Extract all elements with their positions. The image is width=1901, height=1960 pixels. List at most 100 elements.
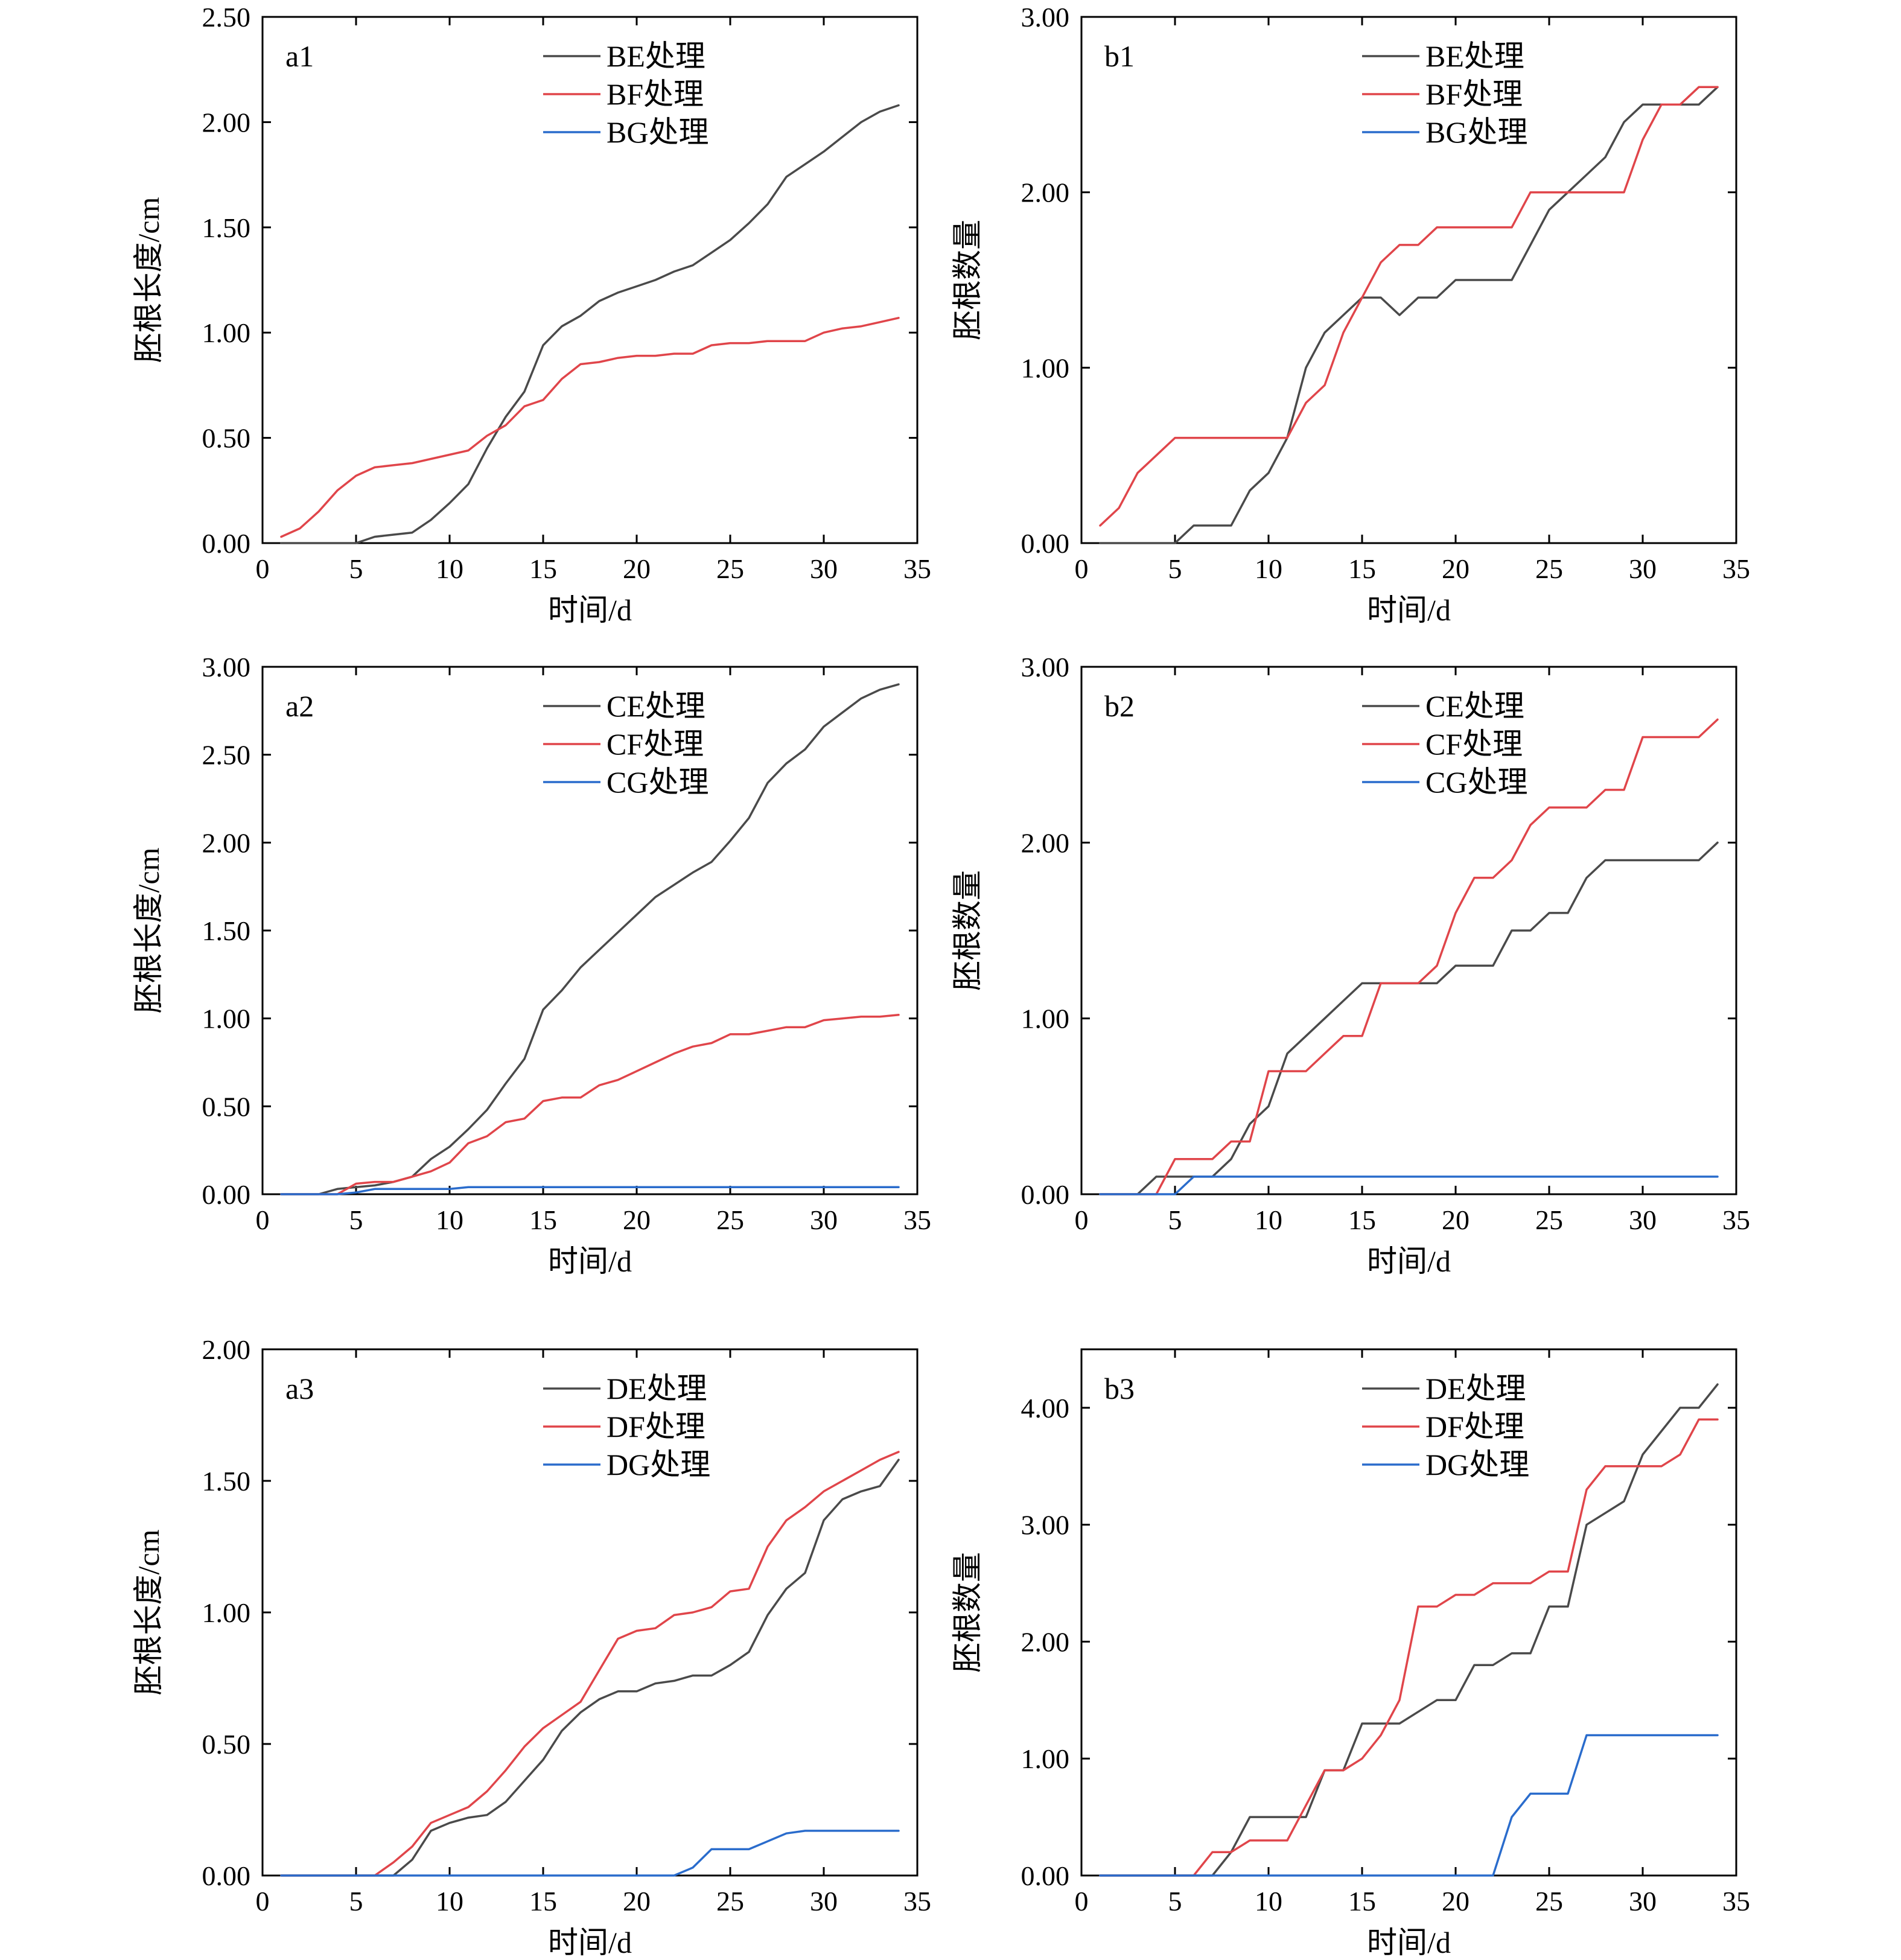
y-axis-title: 胚根长度/cm bbox=[132, 1529, 165, 1695]
x-axis-title: 时间/d bbox=[1367, 1926, 1451, 1959]
x-tick-label: 20 bbox=[623, 1204, 651, 1235]
chart-panel-b3: 0 5 10 15 20 25 30 35 0.00 1.00 2.00 3.00 4.00 时间/d 胚根… bbox=[950, 1348, 1750, 1959]
y-tick-label: 0.00 bbox=[202, 1179, 251, 1210]
x-tick-label: 0 bbox=[1075, 1204, 1089, 1235]
x-tick-label: 15 bbox=[529, 553, 557, 584]
x-tick-label: 35 bbox=[1722, 553, 1750, 584]
y-axis-title: 胚根数量 bbox=[950, 1552, 984, 1673]
x-tick-label: 15 bbox=[1348, 1886, 1376, 1917]
y-axis-title: 胚根数量 bbox=[950, 220, 984, 340]
legend-label: BF处理 bbox=[1425, 77, 1523, 111]
series-line-b2-2 bbox=[1099, 1176, 1719, 1195]
legend-label: BG处理 bbox=[1425, 115, 1527, 149]
legend-label: CE处理 bbox=[1425, 689, 1524, 723]
x-tick-label: 10 bbox=[436, 1886, 463, 1917]
x-tick-label: 30 bbox=[810, 1204, 838, 1235]
series-line-b3-2 bbox=[1099, 1734, 1719, 1877]
y-tick-label: 2.00 bbox=[202, 827, 251, 858]
plot-frame bbox=[1080, 1348, 1737, 1877]
x-tick-label: 20 bbox=[1442, 553, 1470, 584]
x-tick-label: 0 bbox=[1075, 553, 1089, 584]
x-axis-title: 时间/d bbox=[1367, 593, 1451, 627]
y-tick-label: 0.50 bbox=[202, 1091, 251, 1122]
panel-label: b3 bbox=[1104, 1372, 1135, 1405]
legend-label: DG处理 bbox=[607, 1448, 710, 1481]
x-tick-label: 10 bbox=[1255, 1204, 1282, 1235]
x-tick-label: 35 bbox=[903, 1204, 931, 1235]
y-tick-label: 0.00 bbox=[202, 1860, 251, 1891]
x-tick-label: 25 bbox=[1535, 1204, 1563, 1235]
x-tick-label: 15 bbox=[1348, 553, 1376, 584]
x-tick-label: 35 bbox=[903, 1886, 931, 1917]
x-axis-title: 时间/d bbox=[1367, 1244, 1451, 1278]
y-tick-label: 1.00 bbox=[1021, 1004, 1070, 1034]
y-tick-label: 0.00 bbox=[1021, 1179, 1070, 1210]
series-line-b1-0 bbox=[1099, 86, 1719, 544]
series-line-b2-1 bbox=[1099, 718, 1719, 1195]
x-tick-label: 0 bbox=[1075, 1886, 1089, 1917]
legend-label: DE处理 bbox=[607, 1372, 707, 1405]
x-axis-title: 时间/d bbox=[548, 1244, 632, 1278]
legend-label: BG处理 bbox=[607, 115, 708, 149]
y-tick-label: 2.00 bbox=[1021, 177, 1070, 208]
panel-label: a2 bbox=[285, 689, 314, 723]
y-tick-label: 0.50 bbox=[202, 423, 251, 454]
x-tick-label: 35 bbox=[903, 553, 931, 584]
x-tick-label: 10 bbox=[1255, 1886, 1282, 1917]
x-tick-label: 5 bbox=[1168, 1204, 1182, 1235]
y-tick-label: 2.50 bbox=[202, 2, 251, 33]
series-line-a2-0 bbox=[280, 683, 900, 1195]
series-line-a3-0 bbox=[280, 1459, 900, 1877]
chart-panel-b1: 0 5 10 15 20 25 30 35 0.00 1.00 2.00 3.00 时间/d 胚根数量 b1… bbox=[950, 2, 1750, 627]
panel-label: a1 bbox=[285, 39, 314, 73]
chart-panel-b2: 0 5 10 15 20 25 30 35 0.00 1.00 2.00 3.00 时间/d 胚根数量 b2… bbox=[950, 652, 1750, 1278]
y-tick-label: 2.00 bbox=[1021, 827, 1070, 858]
legend-label: CG处理 bbox=[607, 765, 708, 799]
x-tick-label: 15 bbox=[1348, 1204, 1376, 1235]
series-line-b2-0 bbox=[1099, 841, 1719, 1195]
series-line-b3-1 bbox=[1099, 1418, 1719, 1877]
y-tick-label: 4.00 bbox=[1021, 1393, 1070, 1424]
y-tick-label: 3.00 bbox=[202, 652, 251, 682]
x-tick-label: 20 bbox=[1442, 1204, 1470, 1235]
x-tick-label: 5 bbox=[349, 1886, 363, 1917]
x-tick-label: 10 bbox=[436, 553, 463, 584]
series-line-a1-0 bbox=[280, 104, 900, 544]
x-tick-label: 30 bbox=[1629, 1204, 1657, 1235]
plot-frame bbox=[1080, 666, 1737, 1195]
series-line-a2-1 bbox=[280, 1014, 900, 1195]
x-tick-label: 20 bbox=[623, 553, 651, 584]
legend-label: CE处理 bbox=[607, 689, 705, 723]
chart-panel-a2: 0 5 10 15 20 25 30 35 0.00 0.50 1.00 1.50 2.00 2.50 3.… bbox=[132, 652, 931, 1278]
x-axis-title: 时间/d bbox=[548, 1926, 632, 1959]
y-axis-title: 胚根数量 bbox=[950, 870, 984, 991]
legend-label: CF处理 bbox=[607, 727, 704, 761]
y-tick-label: 1.50 bbox=[202, 915, 251, 946]
y-tick-label: 2.00 bbox=[1021, 1626, 1070, 1657]
y-tick-label: 1.00 bbox=[202, 1597, 251, 1628]
y-tick-label: 1.50 bbox=[202, 1466, 251, 1497]
y-tick-label: 1.00 bbox=[202, 1004, 251, 1034]
y-tick-label: 3.00 bbox=[1021, 652, 1070, 682]
x-tick-label: 0 bbox=[256, 1204, 270, 1235]
y-tick-label: 0.50 bbox=[202, 1729, 251, 1760]
plot-frame bbox=[261, 1348, 919, 1877]
y-tick-label: 0.00 bbox=[202, 528, 251, 559]
legend-label: DF处理 bbox=[607, 1410, 705, 1443]
chart-panel-a3: 0 5 10 15 20 25 30 35 0.00 0.50 1.00 1.50 2.00 时间/d 胚根… bbox=[132, 1334, 931, 1959]
x-tick-label: 25 bbox=[716, 553, 744, 584]
y-tick-label: 3.00 bbox=[1021, 2, 1070, 33]
legend-label: CF处理 bbox=[1425, 727, 1523, 761]
legend-label: DF处理 bbox=[1425, 1410, 1524, 1443]
legend-label: BE处理 bbox=[1425, 39, 1524, 73]
panel-label: b1 bbox=[1104, 39, 1135, 73]
x-tick-label: 10 bbox=[436, 1204, 463, 1235]
x-tick-label: 25 bbox=[716, 1886, 744, 1917]
x-tick-label: 10 bbox=[1255, 553, 1282, 584]
x-tick-label: 5 bbox=[349, 553, 363, 584]
x-tick-label: 25 bbox=[716, 1204, 744, 1235]
series-line-a3-1 bbox=[280, 1451, 900, 1877]
y-tick-label: 0.00 bbox=[1021, 1860, 1070, 1891]
x-tick-label: 5 bbox=[349, 1204, 363, 1235]
plot-frame bbox=[261, 16, 919, 544]
